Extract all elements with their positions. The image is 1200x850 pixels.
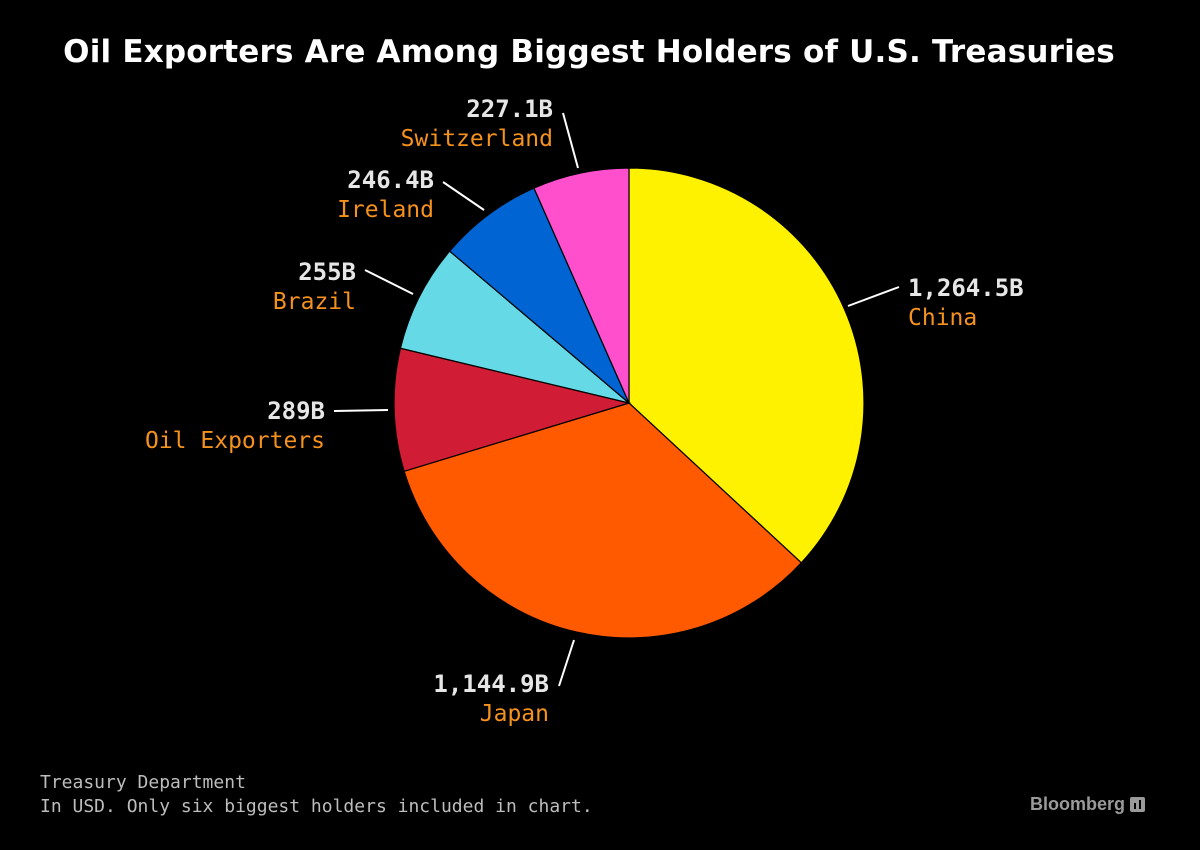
leader-line-oil-exporters xyxy=(333,409,389,412)
slice-labels: 1,264.5B China 1,144.9B Japan 289B Oil Export… xyxy=(145,95,1024,727)
brand-name: Bloomberg xyxy=(1030,794,1126,814)
pie-slice-switzerland xyxy=(533,167,630,404)
leader-line-brazil xyxy=(364,269,414,295)
leader-line-china xyxy=(847,286,900,307)
data-label-ireland: 246.4B xyxy=(347,166,434,194)
pie-slice-japan xyxy=(403,402,803,639)
category-label-switzerland: Switzerland xyxy=(401,126,553,152)
brand-logo: Bloomberg xyxy=(1030,794,1146,815)
bloomberg-chart-icon xyxy=(1130,797,1146,812)
category-label-oil-exporters: Oil Exporters xyxy=(145,428,325,454)
units-note: In USD. Only six biggest holders include… xyxy=(40,796,593,817)
chart-footer: Treasury Department In USD. Only six big… xyxy=(40,771,593,819)
category-label-japan: Japan xyxy=(480,701,549,727)
pie-slices xyxy=(393,167,865,639)
chart-title: Oil Exporters Are Among Biggest Holders … xyxy=(63,34,1115,70)
pie-slice-china xyxy=(628,167,865,564)
data-label-japan: 1,144.9B xyxy=(433,670,549,698)
pie-slice-oil-exporters xyxy=(393,347,632,473)
pie-slice-ireland xyxy=(448,187,630,404)
leader-lines xyxy=(333,112,900,687)
leader-line-switzerland xyxy=(562,112,579,169)
data-label-oil-exporters: 289B xyxy=(267,397,325,425)
leader-line-japan xyxy=(558,639,575,687)
category-label-ireland: Ireland xyxy=(337,197,434,223)
pie-slice-brazil xyxy=(399,250,630,404)
data-label-switzerland: 227.1B xyxy=(466,95,553,123)
category-label-china: China xyxy=(908,305,977,331)
leader-line-ireland xyxy=(442,181,485,211)
category-label-brazil: Brazil xyxy=(273,289,356,315)
data-label-brazil: 255B xyxy=(298,258,356,286)
source-note: Treasury Department xyxy=(40,772,246,793)
data-label-china: 1,264.5B xyxy=(908,274,1024,302)
